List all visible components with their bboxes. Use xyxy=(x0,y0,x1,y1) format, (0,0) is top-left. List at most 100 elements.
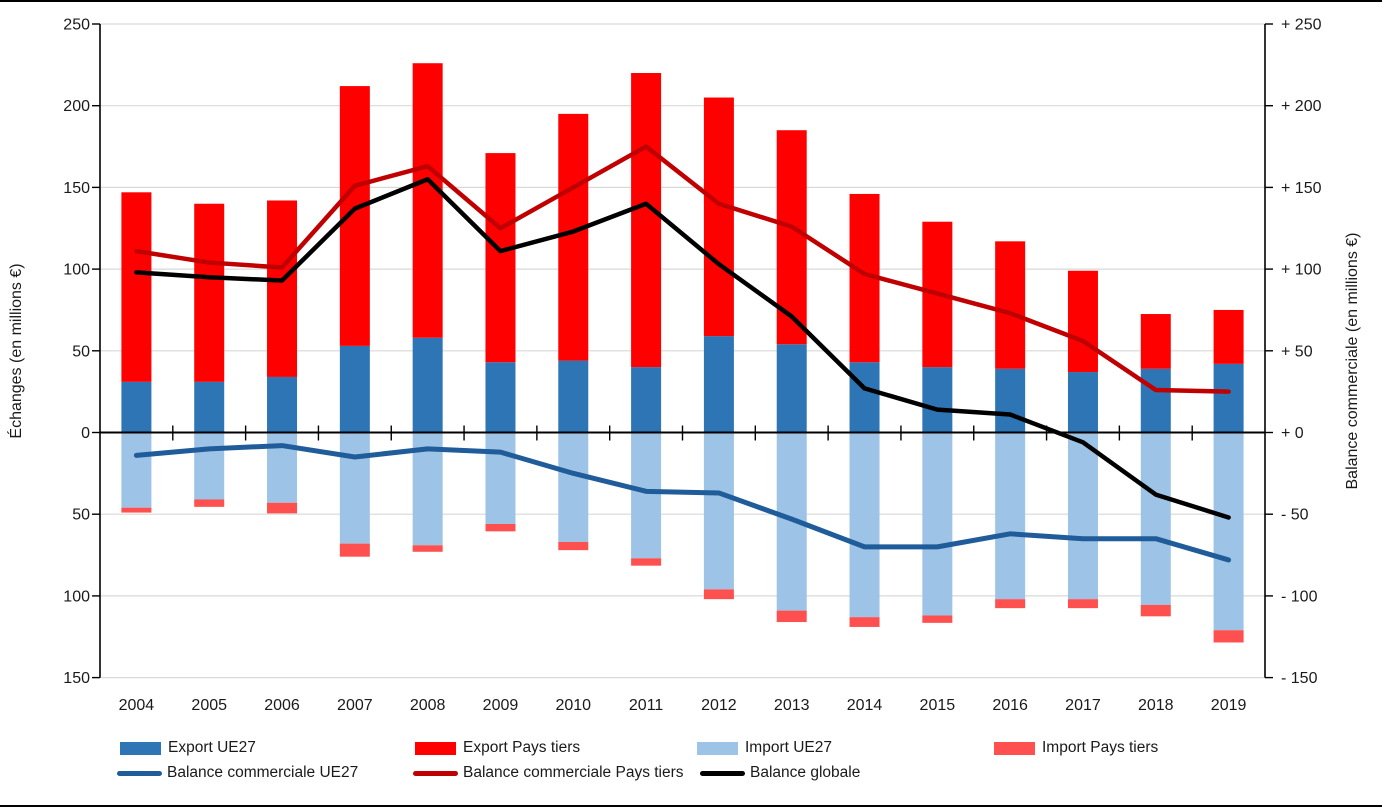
bar-import-pays-tiers xyxy=(339,543,370,557)
bar-export-ue27 xyxy=(922,367,953,433)
year-label: 2016 xyxy=(992,697,1028,714)
bar-import-ue27 xyxy=(1213,432,1244,631)
left-tick-label: 100 xyxy=(63,262,90,279)
legend-label: Balance globale xyxy=(750,764,861,781)
year-label: 2015 xyxy=(920,697,956,714)
bar-import-pays-tiers xyxy=(194,499,225,507)
legend-label: Import Pays tiers xyxy=(1042,739,1159,756)
year-label: 2012 xyxy=(701,697,737,714)
bar-export-pays-tiers xyxy=(995,241,1026,369)
legend-item-balance-pays-tiers: Balance commerciale Pays tiers xyxy=(413,764,684,782)
right-tick-label: + 250 xyxy=(1281,17,1322,34)
bar-export-ue27 xyxy=(1067,372,1098,433)
bar-import-ue27 xyxy=(339,432,370,544)
bar-export-pays-tiers xyxy=(1213,309,1244,364)
right-tick-label: + 150 xyxy=(1281,180,1322,197)
bar-export-ue27 xyxy=(558,360,589,433)
right-tick-label: + 200 xyxy=(1281,98,1322,115)
legend-label: Balance commerciale UE27 xyxy=(167,764,359,781)
balance-globale-line-icon xyxy=(700,770,745,776)
left-tick-label: 50 xyxy=(72,343,90,360)
year-label: 2004 xyxy=(119,697,155,714)
left-tick-label: 0 xyxy=(81,425,90,442)
bar-export-ue27 xyxy=(121,381,152,433)
bar-import-pays-tiers xyxy=(121,507,152,513)
bar-export-ue27 xyxy=(485,362,516,433)
bar-import-ue27 xyxy=(631,432,662,559)
bar-export-pays-tiers xyxy=(703,97,734,337)
bar-import-pays-tiers xyxy=(776,610,807,623)
bar-export-ue27 xyxy=(267,376,298,433)
year-label: 2007 xyxy=(337,697,373,714)
bar-export-pays-tiers xyxy=(631,73,662,368)
legend-label: Balance commerciale Pays tiers xyxy=(463,764,684,781)
left-tick-label: 150 xyxy=(63,180,90,197)
bar-import-pays-tiers xyxy=(849,617,880,627)
legend-item-export-ue27: Export UE27 xyxy=(120,739,256,757)
legend-label: Export Pays tiers xyxy=(463,739,581,756)
year-label: 2011 xyxy=(629,697,664,714)
bar-export-ue27 xyxy=(849,362,880,433)
bar-import-ue27 xyxy=(194,432,225,500)
bar-export-pays-tiers xyxy=(1140,314,1171,369)
left-tick-label: 150 xyxy=(63,670,90,687)
year-label: 2018 xyxy=(1138,697,1174,714)
right-tick-label: - 150 xyxy=(1281,670,1318,687)
year-label: 2014 xyxy=(847,697,883,714)
trade-chart-plot: 250 200 150 100 50 0 50 100 150 + 250 + 200 + 150 + … xyxy=(63,17,1322,715)
bar-export-pays-tiers xyxy=(121,192,152,382)
bar-export-pays-tiers xyxy=(485,153,516,363)
bar-import-pays-tiers xyxy=(1067,599,1098,609)
bar-import-pays-tiers xyxy=(412,545,443,552)
right-tick-label: + 100 xyxy=(1281,262,1322,279)
left-tick-label: 250 xyxy=(63,17,90,34)
bar-import-ue27 xyxy=(121,432,152,508)
year-label: 2005 xyxy=(191,697,227,714)
bar-import-ue27 xyxy=(267,432,298,503)
bar-import-ue27 xyxy=(703,432,734,590)
bar-export-pays-tiers xyxy=(776,130,807,345)
balance-ue27-line-icon xyxy=(117,770,162,776)
bar-export-ue27 xyxy=(703,336,734,433)
bar-import-ue27 xyxy=(995,432,1026,600)
bar-import-ue27 xyxy=(1140,432,1171,605)
left-tick-label: 100 xyxy=(63,588,90,605)
import-ue27-swatch-icon xyxy=(697,741,738,755)
line-balance-globale xyxy=(134,176,1231,520)
right-tick-label: + 50 xyxy=(1281,343,1313,360)
year-label: 2013 xyxy=(774,697,810,714)
legend-item-balance-globale: Balance globale xyxy=(700,764,860,782)
bar-export-pays-tiers xyxy=(558,113,589,361)
legend-item-balance-ue27: Balance commerciale UE27 xyxy=(117,764,358,782)
bar-export-pays-tiers xyxy=(1067,270,1098,373)
bar-import-pays-tiers xyxy=(995,599,1026,609)
right-tick-label: - 50 xyxy=(1281,507,1309,524)
bar-export-pays-tiers xyxy=(267,200,298,377)
bar-import-pays-tiers xyxy=(485,524,516,532)
bar-import-pays-tiers xyxy=(703,589,734,600)
left-axis-title: Échanges (en millions €) xyxy=(8,263,25,439)
left-tick-label: 50 xyxy=(72,507,90,524)
bar-export-ue27 xyxy=(1140,368,1171,433)
bar-import-ue27 xyxy=(1067,432,1098,600)
bar-import-ue27 xyxy=(849,432,880,618)
bar-export-ue27 xyxy=(776,344,807,433)
bar-import-ue27 xyxy=(922,432,953,616)
bar-import-ue27 xyxy=(485,432,516,525)
bar-import-pays-tiers xyxy=(631,558,662,566)
bar-import-pays-tiers xyxy=(267,502,298,514)
bar-import-pays-tiers xyxy=(558,541,589,551)
line-balance-commerciale-pays-tiers xyxy=(134,144,1231,394)
bar-export-pays-tiers xyxy=(412,63,443,338)
bottom-border-line xyxy=(0,805,1382,807)
bar-export-ue27 xyxy=(412,337,443,433)
year-label: 2009 xyxy=(483,697,519,714)
year-label: 2008 xyxy=(410,697,446,714)
legend-item-import-pays-tiers: Import Pays tiers xyxy=(994,739,1158,757)
export-ue27-swatch-icon xyxy=(120,741,161,755)
bar-import-pays-tiers xyxy=(922,615,953,623)
balance-pays-tiers-line-icon xyxy=(413,770,458,776)
legend-item-export-pays-tiers: Export Pays tiers xyxy=(415,739,580,757)
import-pays-tiers-swatch-icon xyxy=(994,741,1035,755)
